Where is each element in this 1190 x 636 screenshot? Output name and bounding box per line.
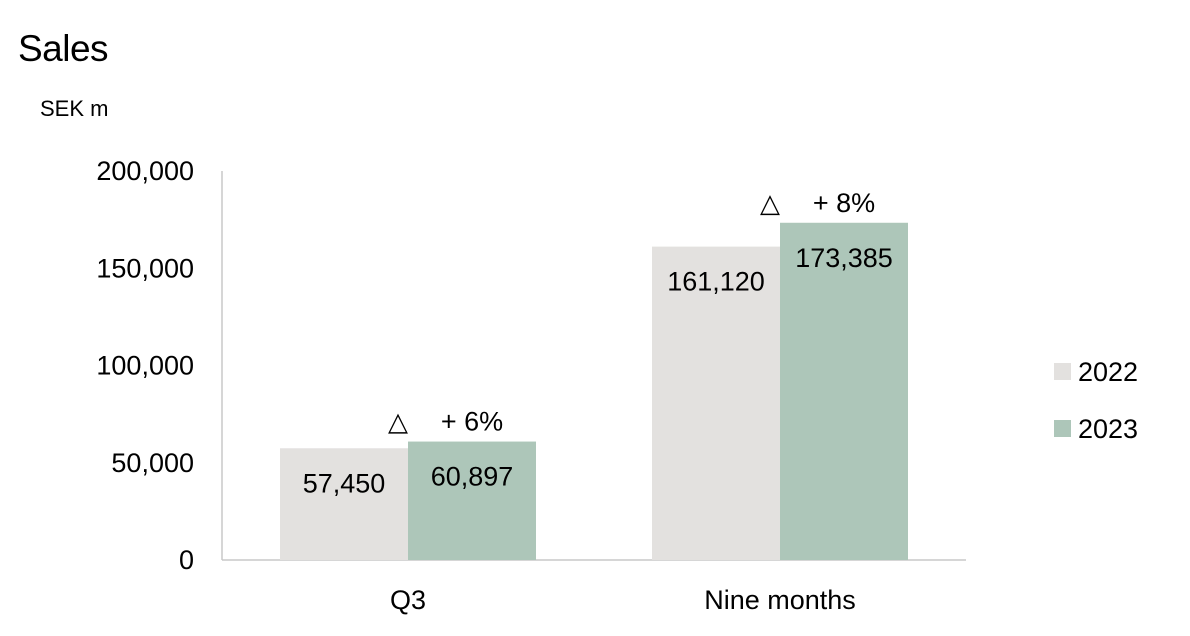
data-label: 173,385 <box>795 243 893 273</box>
bar-2022-1 <box>652 246 780 561</box>
chart-title: Sales <box>18 28 109 69</box>
annotation-label: + 8% <box>813 188 875 218</box>
y-tick-label: 100,000 <box>96 351 194 381</box>
annotation-label: + 6% <box>441 407 503 437</box>
legend-label: 2022 <box>1078 357 1138 387</box>
legend-label: 2023 <box>1078 414 1138 444</box>
data-label: 60,897 <box>431 462 514 492</box>
y-tick-label: 200,000 <box>96 156 194 186</box>
x-tick-label: Q3 <box>390 585 426 615</box>
x-tick-label: Nine months <box>704 585 856 615</box>
delta-icon: △ <box>388 407 408 437</box>
legend-swatch-2023 <box>1054 420 1071 437</box>
bar-2023-0 <box>408 441 536 560</box>
y-tick-label: 50,000 <box>111 448 194 478</box>
legend-swatch-2022 <box>1054 363 1071 380</box>
y-tick-label: 150,000 <box>96 253 194 283</box>
data-label: 57,450 <box>303 468 386 498</box>
data-label: 161,120 <box>667 267 765 297</box>
bar-2023-1 <box>780 222 908 560</box>
bar-2022-0 <box>280 448 408 560</box>
y-tick-label: 0 <box>179 545 194 575</box>
unit-label: SEK m <box>40 96 109 121</box>
delta-icon: △ <box>760 188 780 218</box>
